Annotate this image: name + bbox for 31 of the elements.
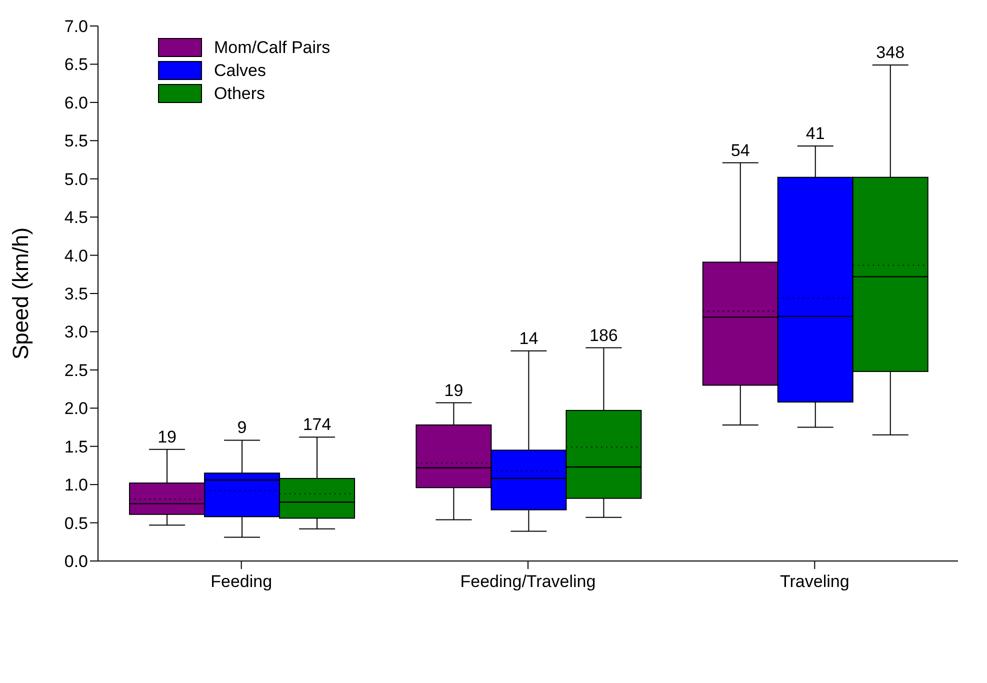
- text: 186: [590, 326, 618, 345]
- y-tick-label: 0.5: [64, 514, 88, 533]
- text: 54: [730, 140, 750, 160]
- y-tick-label: 6.0: [64, 93, 88, 112]
- y-tick-label: 0.0: [64, 552, 88, 572]
- y-tick-label: 2.0: [64, 399, 88, 418]
- text: 174: [302, 415, 332, 434]
- text: 9: [237, 418, 247, 438]
- x-tick-label: Feeding/Traveling: [460, 572, 596, 592]
- y-tick-label: 3.0: [64, 322, 88, 342]
- legend-label: Calves: [214, 60, 266, 80]
- text: 19: [444, 380, 464, 400]
- text: 14: [519, 328, 538, 348]
- y-tick-label: 3.5: [64, 284, 88, 304]
- y-tick-label: 4.5: [64, 208, 88, 228]
- legend-label: Mom/Calf Pairs: [214, 38, 330, 58]
- y-tick-label: 7.0: [64, 17, 88, 36]
- x-tick-label: Feeding: [210, 572, 272, 592]
- text: 348: [876, 42, 905, 62]
- x-tick-label: Traveling: [780, 572, 850, 592]
- y-tick-label: 5.5: [64, 132, 88, 151]
- y-tick-label: 1.0: [64, 476, 88, 495]
- y-axis-title: Speed (km/h): [8, 227, 33, 360]
- y-tick-label: 5.0: [64, 170, 88, 189]
- y-tick-label: 4.0: [64, 246, 88, 266]
- y-tick-label: 1.5: [64, 437, 88, 456]
- y-tick-label: 6.5: [64, 55, 88, 74]
- y-tick-label: 2.5: [64, 360, 88, 380]
- text: 19: [158, 427, 176, 446]
- text: 41: [806, 124, 825, 143]
- legend-label: Others: [214, 84, 266, 104]
